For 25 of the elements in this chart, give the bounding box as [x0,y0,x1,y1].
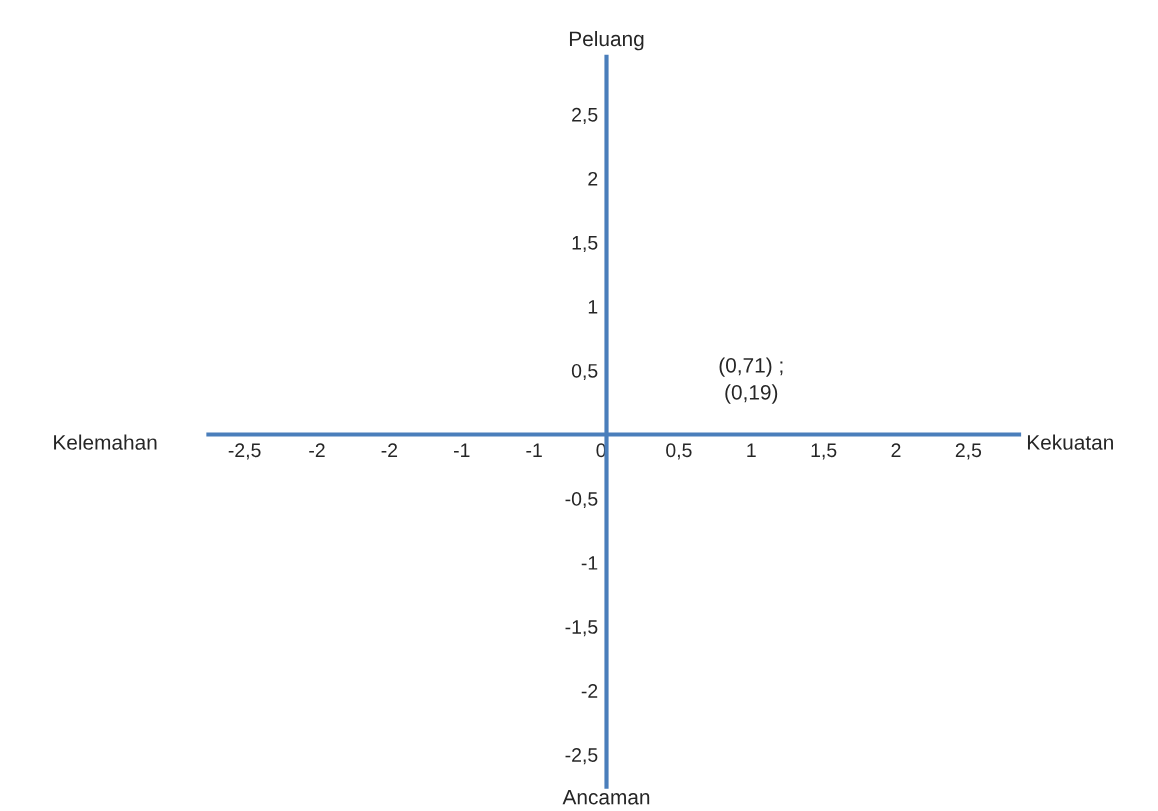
annotation: (0,71) ; (0,19) [719,357,783,404]
y-axis-title: Peluang [569,30,644,51]
y-tick-label: -1,5 [565,620,598,637]
y-tick-label: 1,5 [572,236,598,252]
x-axis-title: Kekuatan [1027,434,1113,450]
text: Ancaman [562,790,650,805]
x-tick-label: 2,5 [955,443,982,460]
y-tick-label: -2 [581,684,598,698]
text: Kelemahan [54,434,157,450]
x-tick-label: -2,5 [228,443,261,460]
x-tick-label: -2 [309,443,325,457]
x-tick-label: -1 [453,443,470,457]
x-tick-label: -2 [381,443,398,457]
x-tick-label: 1,5 [811,443,837,460]
y-tick-label: -0,5 [565,492,598,509]
y-tick-label: 2,5 [572,107,598,124]
x-tick-label: 0,5 [666,443,692,460]
y-tick-label: 0,5 [571,363,598,381]
x-tick-label: 2 [891,443,901,457]
y-tick-label: 1 [588,300,598,314]
x-tick-label: -1 [526,443,542,457]
y-tick-label: 2 [588,171,598,186]
y-tick-label: -1 [581,556,598,570]
y-tick-label: -2,5 [565,748,598,765]
x-tick-label: 1 [747,443,756,457]
